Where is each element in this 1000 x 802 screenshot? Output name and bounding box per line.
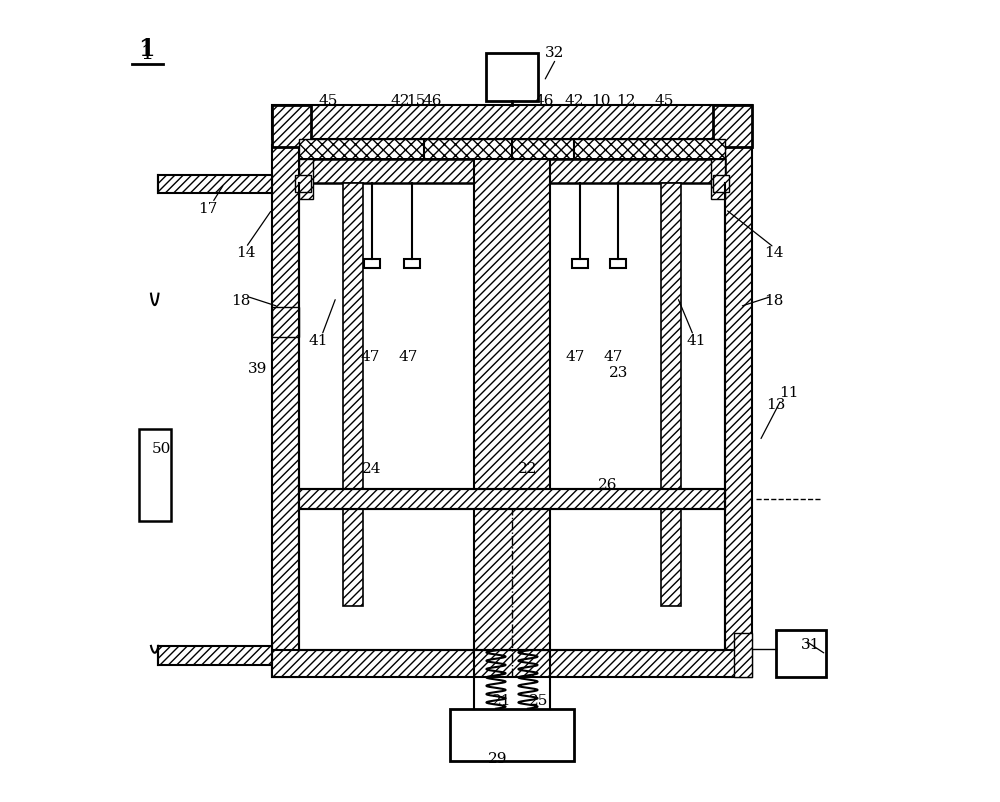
Bar (364, 259, 380, 269)
Bar (272, 105, 311, 147)
Text: 32: 32 (545, 47, 564, 60)
Bar (711, 159, 725, 199)
Bar (486, 54, 538, 101)
Bar (158, 646, 272, 665)
Text: 10: 10 (591, 95, 610, 108)
Text: 1: 1 (140, 44, 153, 63)
Text: 50: 50 (152, 442, 172, 456)
Text: 13: 13 (766, 398, 785, 412)
Text: 47: 47 (565, 350, 585, 364)
Text: 18: 18 (764, 294, 784, 308)
Bar (299, 159, 313, 199)
Bar (661, 183, 681, 606)
Text: 12: 12 (617, 95, 636, 108)
Bar (139, 429, 171, 520)
Text: 46: 46 (422, 95, 442, 108)
Bar (713, 105, 752, 147)
Text: 14: 14 (764, 246, 784, 260)
Bar (725, 145, 752, 677)
Text: 26: 26 (598, 478, 618, 492)
Text: 47: 47 (398, 350, 418, 364)
Bar (776, 630, 826, 677)
Text: 39: 39 (248, 362, 268, 376)
Bar (299, 489, 725, 509)
Text: 45: 45 (654, 95, 674, 108)
Text: 41: 41 (686, 334, 706, 348)
Text: 15: 15 (406, 95, 426, 108)
Bar (299, 159, 725, 183)
Bar (572, 259, 588, 269)
Bar (299, 139, 725, 159)
Text: 18: 18 (231, 294, 251, 308)
Bar (343, 183, 363, 606)
Bar (450, 709, 574, 760)
Text: 22: 22 (518, 462, 538, 476)
Text: 31: 31 (800, 638, 820, 652)
Text: 42: 42 (390, 95, 410, 108)
Bar (295, 175, 311, 192)
Text: 11: 11 (780, 386, 799, 400)
Text: 25: 25 (529, 694, 548, 707)
Text: 47: 47 (604, 350, 623, 364)
Bar (404, 259, 420, 269)
Text: 46: 46 (534, 95, 554, 108)
Bar (610, 259, 626, 269)
Bar (734, 633, 752, 677)
Text: 29: 29 (488, 752, 507, 766)
Bar (272, 145, 299, 677)
Bar (272, 650, 752, 677)
Text: 1: 1 (138, 38, 155, 61)
Bar (272, 306, 299, 337)
Bar (713, 175, 729, 192)
Text: 41: 41 (308, 334, 328, 348)
Bar (272, 105, 752, 139)
Text: 42: 42 (565, 95, 584, 108)
Text: 14: 14 (236, 246, 256, 260)
Text: 24: 24 (362, 462, 382, 476)
Text: 21: 21 (492, 694, 511, 707)
Bar (158, 175, 272, 193)
Text: 45: 45 (318, 95, 338, 108)
Bar (474, 159, 550, 650)
Text: 47: 47 (360, 350, 379, 364)
Text: 23: 23 (609, 366, 628, 380)
Text: 17: 17 (199, 202, 218, 217)
